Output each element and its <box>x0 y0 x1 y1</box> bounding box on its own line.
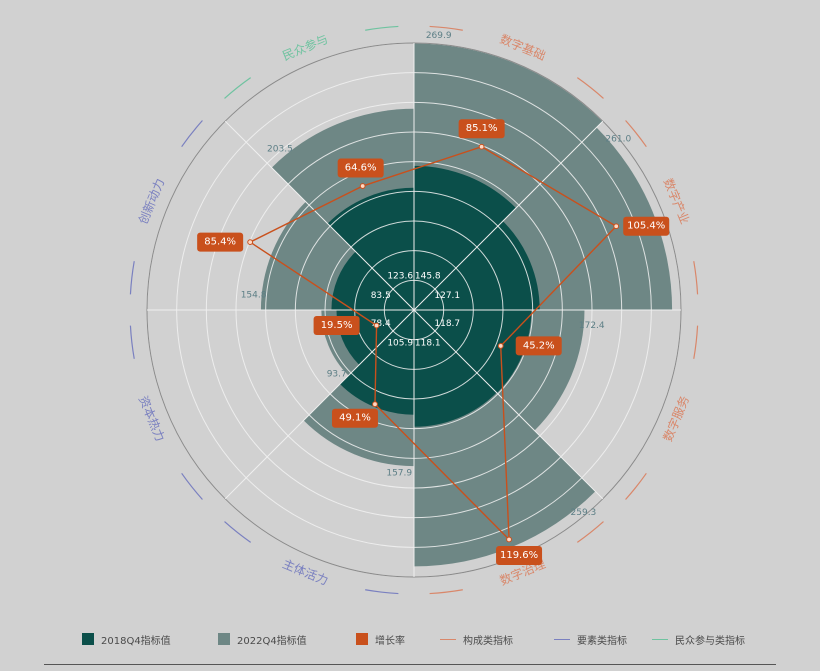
bar-2018q4-1 <box>414 221 540 310</box>
growth-rate-point <box>506 536 512 543</box>
growth-rate-label: 85.4% <box>204 237 236 248</box>
value-label-2018q4: 127.1 <box>434 291 460 301</box>
category-arc <box>625 120 647 148</box>
category-arc <box>429 589 463 595</box>
growth-rate-point <box>359 183 366 189</box>
legend-line-composition <box>440 638 456 640</box>
grid-spoke <box>413 309 604 500</box>
value-label-2022q4: 93.7 <box>327 369 347 379</box>
category-arc <box>429 25 463 31</box>
value-label-2018q4: 78.4 <box>371 319 391 329</box>
category-arc <box>224 521 252 543</box>
growth-rate-label: 45.2% <box>523 340 555 351</box>
legend-line-factor <box>554 638 570 640</box>
growth-rate-badge <box>515 336 562 356</box>
legend-item-composition[interactable]: 构成类指标 <box>440 630 513 648</box>
grid-spoke <box>224 120 415 311</box>
category-arc <box>129 325 135 359</box>
bar-2018q4-0 <box>414 165 516 310</box>
category-arc <box>129 261 135 295</box>
growth-rate-badge <box>331 408 378 428</box>
legend-swatch-2022q4 <box>218 633 230 645</box>
category-label: 数字基础 <box>498 31 548 63</box>
category-arc <box>625 472 647 500</box>
value-label-2018q4: 83.5 <box>371 291 391 301</box>
value-label-2022q4: 154.8 <box>241 291 267 301</box>
growth-rate-point <box>373 322 380 329</box>
legend-label: 2018Q4指标值 <box>101 635 171 647</box>
value-label-2018q4: 105.9 <box>387 338 413 348</box>
value-label-2022q4: 269.9 <box>426 31 452 41</box>
legend-label: 增长率 <box>375 635 405 647</box>
growth-rate-label: 64.6% <box>345 163 377 174</box>
category-label: 创新动力 <box>135 176 167 226</box>
legend-item-public[interactable]: 民众参与类指标 <box>652 630 745 648</box>
legend-item-growth[interactable]: 增长率 <box>356 630 405 648</box>
grid-spoke <box>224 309 415 500</box>
category-arc <box>181 120 203 148</box>
growth-rate-label: 85.1% <box>466 123 498 134</box>
legend: 2018Q4指标值 2022Q4指标值 增长率 构成类指标 要素类指标 民众参与… <box>0 630 820 650</box>
growth-rate-badge <box>458 119 505 139</box>
bar-2018q4-4 <box>339 310 414 415</box>
category-arc <box>576 521 604 543</box>
growth-rate-label: 19.5% <box>321 320 353 331</box>
value-label-2022q4: 259.3 <box>571 508 597 518</box>
legend-line-public <box>652 638 668 640</box>
value-label-2022q4: 157.9 <box>386 468 412 478</box>
value-label-2018q4: 118.7 <box>434 319 460 329</box>
growth-rate-badge <box>623 216 670 236</box>
growth-rate-point <box>372 401 378 408</box>
category-arc <box>693 261 699 295</box>
value-label-2018q4: 145.8 <box>415 272 441 282</box>
category-arc <box>365 25 399 31</box>
legend-item-factor[interactable]: 要素类指标 <box>554 630 627 648</box>
bottom-rule <box>44 664 776 665</box>
growth-rate-badge <box>496 545 543 565</box>
growth-rate-point <box>497 343 504 349</box>
category-label: 民众参与 <box>280 31 330 63</box>
value-label-2022q4: 203.5 <box>267 144 293 154</box>
value-label-2022q4: 172.4 <box>579 321 605 331</box>
growth-rate-point <box>613 223 620 230</box>
growth-rate-badge <box>337 158 384 178</box>
legend-label: 民众参与类指标 <box>675 635 745 647</box>
legend-swatch-growth <box>356 633 368 645</box>
legend-label: 2022Q4指标值 <box>237 635 307 647</box>
legend-item-2018q4[interactable]: 2018Q4指标值 <box>82 630 171 648</box>
growth-rate-point <box>247 239 254 246</box>
bar-2018q4-6 <box>331 251 414 310</box>
category-arc <box>693 325 699 359</box>
growth-rate-label: 49.1% <box>339 413 371 424</box>
category-arc <box>365 589 399 595</box>
value-label-2022q4: 261.0 <box>605 135 631 145</box>
bar-2018q4-7 <box>327 187 414 310</box>
bar-2018q4-3 <box>414 310 497 427</box>
category-arc <box>181 472 203 500</box>
legend-label: 构成类指标 <box>463 635 513 647</box>
value-label-2018q4: 123.6 <box>387 272 413 282</box>
value-label-2018q4: 118.1 <box>415 338 441 348</box>
legend-swatch-2018q4 <box>82 633 94 645</box>
legend-item-2022q4[interactable]: 2022Q4指标值 <box>218 630 307 648</box>
category-arc <box>224 77 252 99</box>
grid-spoke <box>413 120 604 311</box>
legend-label: 要素类指标 <box>577 635 627 647</box>
growth-rate-label: 119.6% <box>500 550 538 561</box>
growth-rate-point <box>478 143 485 150</box>
category-arc <box>576 77 604 99</box>
growth-rate-badge <box>313 315 360 335</box>
growth-rate-label: 105.4% <box>627 221 665 232</box>
growth-rate-badge <box>197 232 244 252</box>
